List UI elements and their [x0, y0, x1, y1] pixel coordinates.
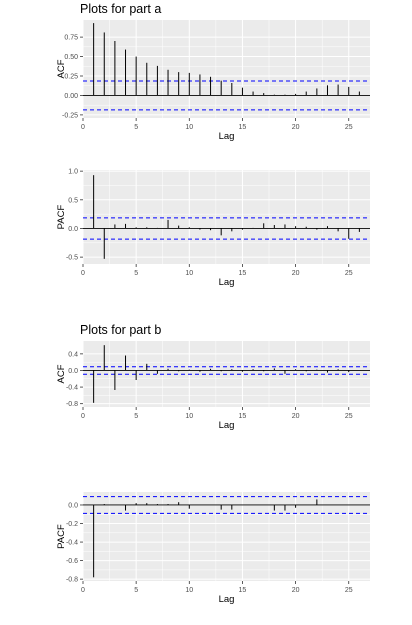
chart-3-y-tick-label: 0.4 [68, 351, 78, 358]
chart-3-y-axis-label: ACF [56, 364, 67, 383]
chart-3-y-tick-label: 0.0 [68, 368, 78, 375]
chart-1-y-tick-label: 0.25 [64, 74, 78, 81]
panel-b-acf: -0.8 -0.4 0.0 0.4 0 5 10 15 20 25 Lag ACF [56, 341, 370, 431]
chart-1-x-tick-label: 0 [81, 124, 85, 131]
chart-1-x-tick-label: 10 [185, 124, 193, 131]
chart-2-x-tick-label: 20 [292, 270, 300, 277]
chart-3-y-tick-label: -0.4 [66, 385, 78, 392]
chart-4-x-tick-label: 10 [185, 587, 193, 594]
chart-2-y-tick-label: 0.5 [68, 197, 78, 204]
panel-a-pacf: -0.5 0.0 0.5 1.0 0 5 10 15 20 25 Lag PACF [56, 169, 370, 288]
chart-2-y-tick-label: 0.0 [68, 226, 78, 233]
chart-2-x-axis-label: Lag [219, 277, 235, 288]
chart-1-x-axis-label: Lag [219, 131, 235, 142]
chart-4-x-axis-label: Lag [219, 594, 235, 605]
panel-a-acf: -0.25 0.00 0.25 0.50 0.75 0 5 10 15 20 25 Lag ACF [56, 20, 370, 142]
chart-4-x-tick-label: 20 [292, 587, 300, 594]
chart-1-panel-bg [83, 20, 370, 118]
chart-3-x-tick-label: 10 [185, 413, 193, 420]
chart-3-x-tick-label: 20 [292, 413, 300, 420]
chart-1-y-tick-label: 0.00 [64, 93, 78, 100]
chart-4-y-tick-label: 0.0 [68, 502, 78, 509]
chart-3-x-tick-label: 0 [81, 413, 85, 420]
chart-2-x-tick-label: 10 [185, 270, 193, 277]
title-part-a: Plots for part a [80, 2, 161, 16]
chart-4-y-tick-label: -0.6 [66, 558, 78, 565]
chart-2-panel-bg [83, 170, 370, 264]
chart-3-x-axis-label: Lag [219, 420, 235, 431]
chart-2-x-tick-label: 0 [81, 270, 85, 277]
chart-2-y-tick-label: 1.0 [68, 169, 78, 176]
chart-1-x-tick-label: 20 [292, 124, 300, 131]
title-part-b: Plots for part b [80, 323, 161, 337]
chart-4-y-tick-label: -0.2 [66, 521, 78, 528]
chart-4-y-tick-label: -0.8 [66, 577, 78, 584]
chart-4-x-tick-label: 25 [345, 587, 353, 594]
chart-4-x-tick-label: 5 [134, 587, 138, 594]
chart-4-y-tick-label: -0.4 [66, 540, 78, 547]
chart-4-x-tick-label: 15 [239, 587, 247, 594]
chart-2-x-tick-label: 5 [134, 270, 138, 277]
chart-2-x-tick-label: 15 [239, 270, 247, 277]
chart-4-y-axis-label: PACF [56, 524, 67, 549]
chart-2-x-tick-label: 25 [345, 270, 353, 277]
chart-1-x-tick-label: 15 [239, 124, 247, 131]
chart-3-x-tick-label: 5 [134, 413, 138, 420]
chart-1-y-tick-label: 0.50 [64, 54, 78, 61]
panel-b-pacf: -0.8 -0.6 -0.4 -0.2 0.0 0 5 10 15 20 25 Lag PACF [56, 492, 370, 605]
chart-3-x-tick-label: 25 [345, 413, 353, 420]
chart-3-x-tick-label: 15 [239, 413, 247, 420]
chart-4-x-tick-label: 0 [81, 587, 85, 594]
chart-1-x-tick-label: 5 [134, 124, 138, 131]
chart-3-y-tick-label: -0.8 [66, 401, 78, 408]
chart-1-y-tick-label: 0.75 [64, 35, 78, 42]
chart-1-x-tick-label: 25 [345, 124, 353, 131]
chart-2-y-tick-label: -0.5 [66, 255, 78, 262]
chart-1-y-tick-label: -0.25 [62, 112, 78, 119]
chart-1-y-axis-label: ACF [56, 59, 67, 78]
chart-2-y-axis-label: PACF [56, 204, 67, 229]
